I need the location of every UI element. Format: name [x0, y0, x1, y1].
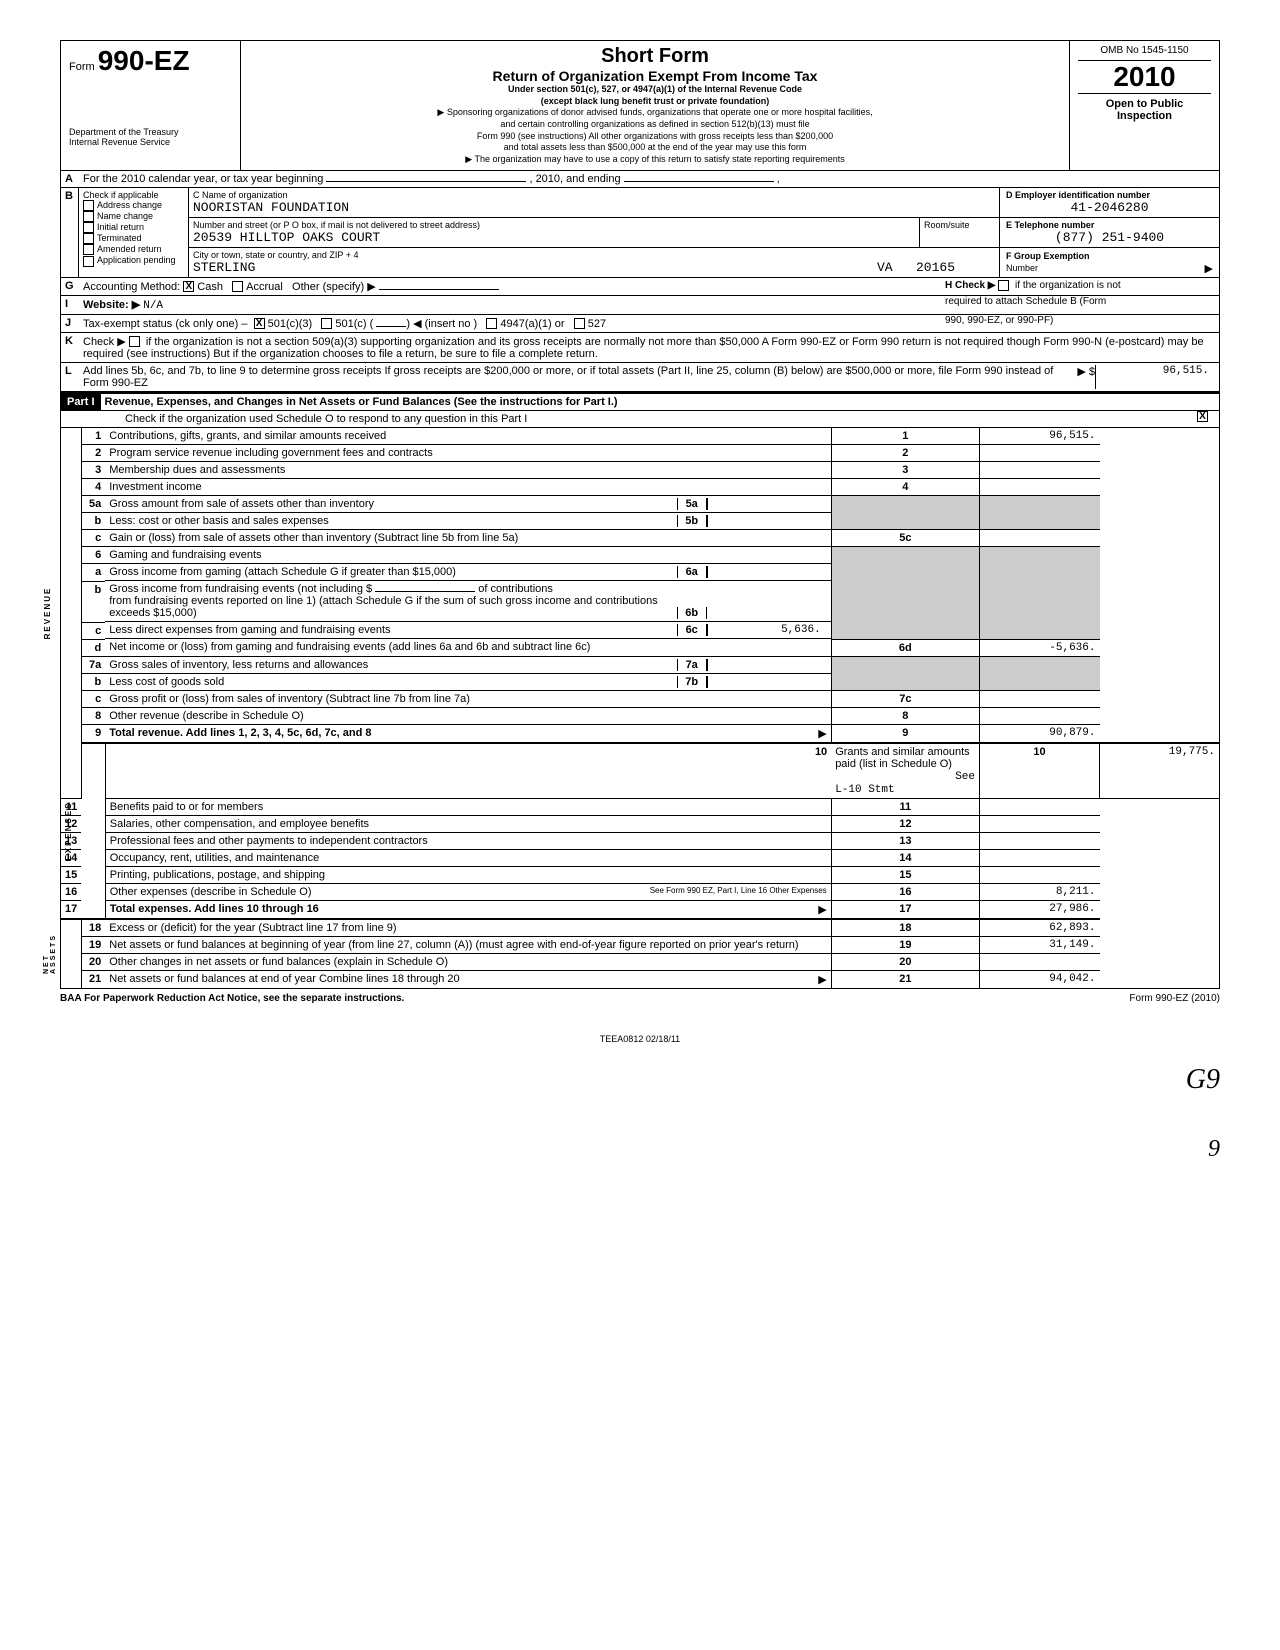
- handwritten-9: 9: [60, 1136, 1220, 1163]
- l10-note: See L-10 Stmt: [835, 771, 975, 796]
- subtitle-section: Under section 501(c), 527, or 4947(a)(1)…: [249, 84, 1061, 96]
- form-footer: BAA For Paperwork Reduction Act Notice, …: [60, 993, 1220, 1004]
- line-a-text2: , 2010, and ending: [529, 173, 620, 185]
- title-return: Return of Organization Exempt From Incom…: [249, 68, 1061, 84]
- side-expenses: EXPENSES: [64, 802, 73, 861]
- cb-terminated[interactable]: [83, 233, 94, 244]
- label-street: Number and street (or P O box, if mail i…: [193, 220, 915, 230]
- cb-initial-return[interactable]: [83, 222, 94, 233]
- form-number: 990-EZ: [98, 45, 190, 76]
- cb-h[interactable]: [998, 280, 1009, 291]
- subtitle-controlling: and certain controlling organizations as…: [249, 119, 1061, 131]
- l-value: 96,515.: [1095, 365, 1215, 389]
- amt-1: 96,515.: [980, 428, 1100, 445]
- amt-10: 19,775.: [1100, 743, 1220, 799]
- teea: TEEA0812 02/18/11: [60, 1034, 1220, 1044]
- part-i-check-text: Check if the organization used Schedule …: [125, 413, 527, 425]
- state: VA: [877, 260, 893, 275]
- h-check-label: H Check ▶: [945, 280, 995, 291]
- cb-4947[interactable]: [486, 318, 497, 329]
- amt-17: 27,986.: [980, 901, 1100, 920]
- city: STERLING: [193, 260, 255, 275]
- amt-9: 90,879.: [980, 725, 1100, 744]
- label-d-ein: D Employer identification number: [1006, 190, 1213, 200]
- cb-k[interactable]: [129, 336, 140, 347]
- label-e-phone: E Telephone number: [1006, 220, 1213, 230]
- ein: 41-2046280: [1006, 200, 1213, 215]
- amt-16: 8,211.: [980, 884, 1100, 901]
- amt-19: 31,149.: [980, 937, 1100, 954]
- cb-501c3[interactable]: X: [254, 318, 265, 329]
- subtitle-sponsoring: ▶ Sponsoring organizations of donor advi…: [249, 107, 1061, 119]
- inspection: Inspection: [1078, 110, 1211, 122]
- cb-accrual[interactable]: [232, 281, 243, 292]
- label-f-number: Number: [1006, 263, 1038, 273]
- line-a-text1: For the 2010 calendar year, or tax year …: [83, 173, 323, 185]
- subtitle-copy: ▶ The organization may have to use a cop…: [249, 154, 1061, 166]
- line-g-h: G Accounting Method: XCash Accrual Other…: [60, 278, 1220, 296]
- handwritten-g9: G9: [60, 1064, 1220, 1096]
- amt-6c: 5,636.: [707, 624, 827, 636]
- cb-part-i[interactable]: X: [1197, 411, 1208, 422]
- side-net-assets: NET ASSETS: [43, 934, 57, 974]
- phone: (877) 251-9400: [1006, 230, 1213, 245]
- street-address: 20539 HILLTOP OAKS COURT: [193, 230, 915, 245]
- line-k: K Check ▶ if the organization is not a s…: [60, 333, 1220, 363]
- cb-cash[interactable]: X: [183, 281, 194, 292]
- cb-name-change[interactable]: [83, 211, 94, 222]
- tax-exempt-label: Tax-exempt status (ck only one) –: [83, 318, 247, 330]
- baa-notice: BAA For Paperwork Reduction Act Notice, …: [60, 993, 404, 1004]
- form-header: Form 990-EZ Department of the Treasury I…: [60, 40, 1220, 171]
- line-i: I Website: ▶ N/A required to attach Sche…: [60, 296, 1220, 315]
- block-b-thru-f: B Check if applicable Address change Nam…: [60, 188, 1220, 278]
- l-text: Add lines 5b, 6c, and 7b, to line 9 to d…: [83, 365, 1055, 389]
- omb-number: OMB No 1545-1150: [1078, 45, 1211, 61]
- cb-address-change[interactable]: [83, 200, 94, 211]
- arrow-icon: ▶: [1205, 262, 1213, 275]
- dept-irs: Internal Revenue Service: [69, 137, 232, 147]
- cb-501c[interactable]: [321, 318, 332, 329]
- part-i-label: Part I: [61, 394, 101, 410]
- cb-amended[interactable]: [83, 244, 94, 255]
- l16-note: See Form 990 EZ, Part I, Line 16 Other E…: [650, 886, 827, 895]
- cb-527[interactable]: [574, 318, 585, 329]
- zip: 20165: [916, 260, 955, 275]
- website-label: Website: ▶: [83, 299, 140, 311]
- line-a: A For the 2010 calendar year, or tax yea…: [60, 171, 1220, 188]
- form-prefix: Form: [69, 61, 95, 73]
- org-name: NOORISTAN FOUNDATION: [193, 200, 995, 215]
- label-c-name: C Name of organization: [193, 190, 995, 200]
- part-i-title: Revenue, Expenses, and Changes in Net As…: [101, 394, 1219, 410]
- part-i-check-row: Check if the organization used Schedule …: [60, 411, 1220, 428]
- website-value: N/A: [143, 300, 163, 312]
- subtitle-form990: Form 990 (see instructions) All other or…: [249, 131, 1061, 143]
- l-arrow: ▶ $: [1055, 365, 1095, 389]
- check-if-applicable: Check if applicable: [83, 190, 184, 200]
- amt-21: 94,042.: [980, 971, 1100, 989]
- accounting-method-label: Accounting Method:: [83, 281, 180, 293]
- part-i-lines: REVENUE 1 Contributions, gifts, grants, …: [60, 428, 1220, 990]
- amt-18: 62,893.: [980, 919, 1100, 937]
- tax-year: 2010: [1078, 61, 1211, 93]
- dept-treasury: Department of the Treasury: [69, 127, 232, 137]
- open-to-public: Open to Public: [1078, 98, 1211, 110]
- title-short-form: Short Form: [249, 45, 1061, 68]
- k-check-label: Check ▶: [83, 336, 126, 348]
- label-city: City or town, state or country, and ZIP …: [193, 250, 995, 260]
- side-revenue: REVENUE: [43, 587, 52, 640]
- line-l: L Add lines 5b, 6c, and 7b, to line 9 to…: [60, 363, 1220, 392]
- subtitle-assets: and total assets less than $500,000 at t…: [249, 142, 1061, 154]
- amt-6d: -5,636.: [980, 639, 1100, 656]
- k-text: if the organization is not a section 509…: [83, 336, 1204, 360]
- part-i-header: Part I Revenue, Expenses, and Changes in…: [60, 392, 1220, 411]
- label-room: Room/suite: [924, 220, 995, 230]
- cb-application-pending[interactable]: [83, 256, 94, 267]
- label-f-group: F Group Exemption: [1006, 251, 1090, 261]
- subtitle-except: (except black lung benefit trust or priv…: [249, 96, 1061, 108]
- line-j: J Tax-exempt status (ck only one) – X501…: [60, 315, 1220, 333]
- form-id: Form 990-EZ (2010): [1129, 993, 1220, 1004]
